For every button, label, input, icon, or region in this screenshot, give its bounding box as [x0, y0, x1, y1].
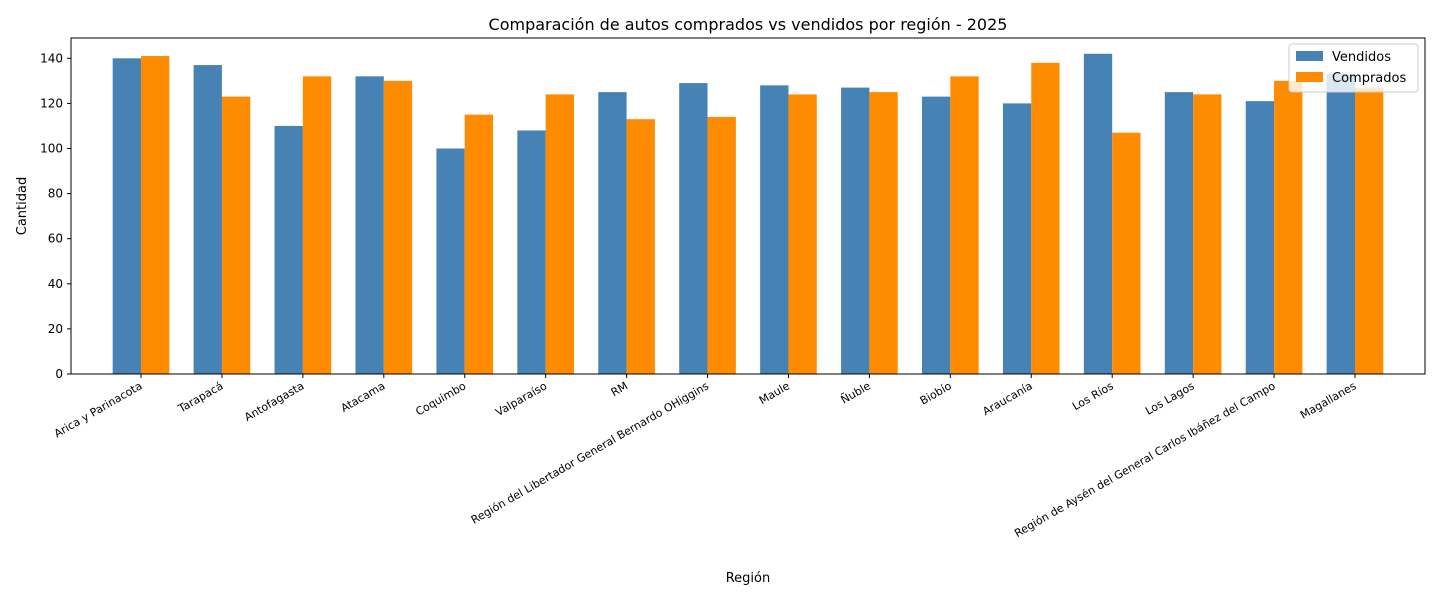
x-tick-label: Región de Aysén del General Carlos Ibáñe…	[1012, 379, 1278, 540]
legend-label-vendidos: Vendidos	[1332, 50, 1391, 65]
x-tick-label: Los Lagos	[1143, 379, 1197, 417]
bar-comprados	[869, 92, 898, 375]
y-tick-label: 80	[48, 187, 63, 201]
y-tick-label: 100	[40, 141, 63, 155]
bar-comprados	[1112, 132, 1141, 374]
bar-comprados	[383, 80, 413, 374]
x-tick-label: Biobío	[918, 379, 954, 407]
x-tick-label: Ñuble	[839, 379, 873, 406]
bar-comprados	[302, 76, 332, 374]
legend: Vendidos Comprados	[1288, 43, 1419, 93]
bar-vendidos	[1245, 101, 1275, 375]
bar-vendidos	[274, 125, 303, 374]
bar-vendidos	[679, 83, 708, 374]
bar-vendidos	[841, 87, 870, 374]
y-tick-label: 140	[40, 51, 63, 65]
y-tick-label: 60	[48, 232, 63, 246]
y-tick-label: 40	[48, 277, 63, 291]
bar-vendidos	[598, 92, 627, 375]
bar-vendidos	[760, 85, 789, 374]
bar-comprados	[545, 94, 574, 374]
x-tick-label: Magallanes	[1298, 379, 1359, 422]
bar-comprados	[1354, 87, 1384, 374]
bar-vendidos	[112, 58, 142, 375]
x-tick-label: Los Ríos	[1070, 379, 1116, 413]
bar-comprados	[707, 116, 736, 374]
bar-vendidos	[193, 65, 222, 375]
legend-swatch-vendidos	[1296, 51, 1323, 61]
y-tick-label: 120	[40, 96, 63, 110]
bar-comprados	[1031, 62, 1060, 375]
bar-comprados	[1193, 94, 1222, 374]
bar-vendidos	[1326, 74, 1355, 374]
bar-comprados	[626, 119, 655, 374]
x-tick-label: Tarapacá	[175, 379, 225, 415]
bars-layer	[112, 53, 1384, 375]
bar-vendidos	[1164, 92, 1194, 375]
bar-vendidos	[517, 130, 546, 374]
x-tick-label: RM	[609, 379, 630, 399]
bar-comprados	[141, 56, 170, 374]
x-tick-label: Maule	[757, 379, 792, 407]
x-tick-label: Coquimbo	[413, 379, 468, 418]
bar-comprados	[221, 96, 251, 375]
bar-vendidos	[355, 76, 384, 374]
x-tick-label: Antofagasta	[242, 379, 306, 424]
bar-vendidos	[1002, 103, 1032, 375]
x-tick-label: Valparaíso	[493, 379, 549, 419]
bar-comprados	[1274, 80, 1303, 374]
bar-vendidos	[436, 148, 465, 374]
x-axis: Arica y Parinacota Tarapacá Antofagasta Ata…	[52, 374, 1359, 540]
x-tick-label: Arica y Parinacota	[52, 379, 145, 440]
x-tick-label: Araucanía	[980, 379, 1034, 418]
y-axis-title: Cantidad	[15, 177, 30, 235]
bar-vendidos	[1083, 53, 1113, 374]
bar-comprados	[788, 94, 817, 374]
y-tick-label: 20	[48, 322, 63, 336]
legend-swatch-comprados	[1296, 72, 1323, 82]
x-axis-title: Región	[726, 571, 771, 586]
y-axis: 0 20 40 60 80 100 120 140	[40, 51, 71, 381]
chart-title: Comparación de autos comprados vs vendid…	[489, 15, 1008, 34]
legend-label-comprados: Comprados	[1332, 71, 1406, 86]
bar-comprados	[950, 76, 979, 374]
plot-frame	[70, 37, 1426, 375]
y-tick-label: 0	[55, 367, 63, 381]
bar-vendidos	[922, 96, 951, 375]
bar-comprados	[464, 114, 494, 374]
x-tick-label: Atacama	[339, 379, 388, 415]
